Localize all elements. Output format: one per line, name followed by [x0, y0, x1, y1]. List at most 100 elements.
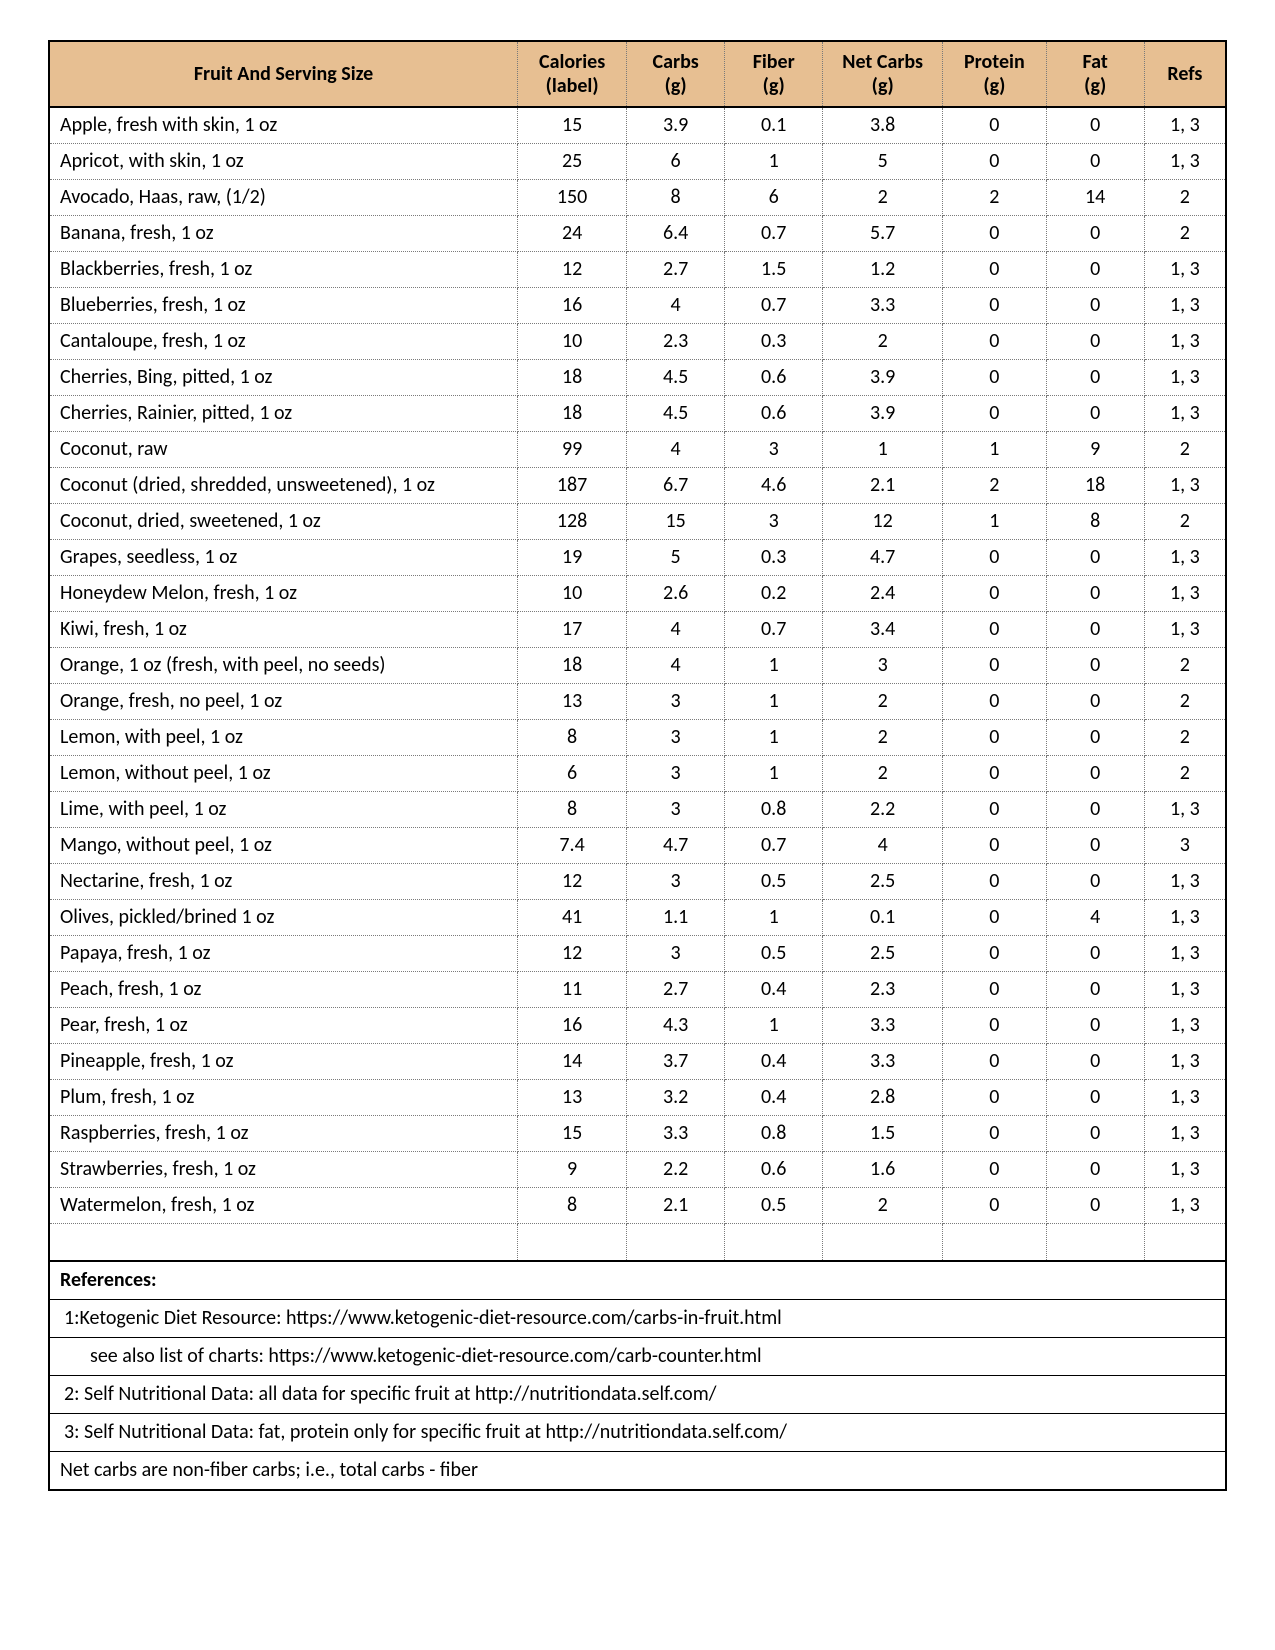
cell-fiber: 0.4	[725, 1080, 823, 1116]
cell-protein: 0	[943, 900, 1047, 936]
cell-netcarbs: 1.2	[823, 252, 943, 288]
cell-protein: 0	[943, 864, 1047, 900]
cell-name: Plum, fresh, 1 oz	[49, 1080, 518, 1116]
cell-fat: 0	[1046, 1044, 1144, 1080]
cell-fiber: 1.5	[725, 252, 823, 288]
cell-refs: 1, 3	[1144, 324, 1226, 360]
table-row: Mango, without peel, 1 oz7.44.70.74003	[49, 828, 1226, 864]
cell-refs: 1, 3	[1144, 1080, 1226, 1116]
cell-calories: 9	[518, 1152, 627, 1188]
cell-name: Papaya, fresh, 1 oz	[49, 936, 518, 972]
table-row: Coconut, dried, sweetened, 1 oz128153121…	[49, 504, 1226, 540]
cell-carbs: 4	[627, 432, 725, 468]
cell-protein: 1	[943, 432, 1047, 468]
cell-carbs: 6	[627, 144, 725, 180]
cell-name: Mango, without peel, 1 oz	[49, 828, 518, 864]
col-header-protein-line1: Protein	[964, 50, 1025, 74]
cell-protein: 0	[943, 720, 1047, 756]
cell-netcarbs: 2.5	[823, 936, 943, 972]
cell-fiber: 1	[725, 648, 823, 684]
cell-carbs: 2.2	[627, 1152, 725, 1188]
cell-fat: 0	[1046, 324, 1144, 360]
reference-line: 1:Ketogenic Diet Resource: https://www.k…	[49, 1300, 1226, 1338]
cell-carbs: 5	[627, 540, 725, 576]
cell-fiber: 0.6	[725, 1152, 823, 1188]
cell-fiber: 0.8	[725, 792, 823, 828]
cell-name: Orange, 1 oz (fresh, with peel, no seeds…	[49, 648, 518, 684]
cell-netcarbs: 5.7	[823, 216, 943, 252]
cell-fiber: 0.2	[725, 576, 823, 612]
cell-fiber: 0.5	[725, 1188, 823, 1224]
table-row: Blueberries, fresh, 1 oz1640.73.3001, 3	[49, 288, 1226, 324]
cell-protein: 0	[943, 1152, 1047, 1188]
table-row: Blackberries, fresh, 1 oz122.71.51.2001,…	[49, 252, 1226, 288]
cell-fiber: 0.6	[725, 360, 823, 396]
cell-calories: 15	[518, 107, 627, 144]
cell-netcarbs: 2	[823, 1188, 943, 1224]
cell-protein: 0	[943, 144, 1047, 180]
table-row: Orange, fresh, no peel, 1 oz13312002	[49, 684, 1226, 720]
col-header-refs-line1: Refs	[1167, 62, 1202, 86]
cell-netcarbs: 2.4	[823, 576, 943, 612]
cell-carbs: 1.1	[627, 900, 725, 936]
cell-fat: 0	[1046, 792, 1144, 828]
cell-name: Banana, fresh, 1 oz	[49, 216, 518, 252]
cell-refs: 1, 3	[1144, 288, 1226, 324]
cell-netcarbs: 3.3	[823, 288, 943, 324]
cell-refs: 1, 3	[1144, 107, 1226, 144]
table-row: Nectarine, fresh, 1 oz1230.52.5001, 3	[49, 864, 1226, 900]
references-section: References:	[49, 1224, 1226, 1300]
table-row: Pear, fresh, 1 oz164.313.3001, 3	[49, 1008, 1226, 1044]
reference-text: 2: Self Nutritional Data: all data for s…	[49, 1376, 1226, 1414]
reference-text: 3: Self Nutritional Data: fat, protein o…	[49, 1414, 1226, 1452]
cell-netcarbs: 2	[823, 720, 943, 756]
cell-carbs: 3.3	[627, 1116, 725, 1152]
cell-fiber: 1	[725, 684, 823, 720]
table-row: Lime, with peel, 1 oz830.82.2001, 3	[49, 792, 1226, 828]
cell-carbs: 2.6	[627, 576, 725, 612]
cell-refs: 1, 3	[1144, 1152, 1226, 1188]
table-row: Peach, fresh, 1 oz112.70.42.3001, 3	[49, 972, 1226, 1008]
cell-protein: 0	[943, 792, 1047, 828]
cell-fiber: 6	[725, 180, 823, 216]
cell-carbs: 4	[627, 288, 725, 324]
cell-name: Apple, fresh with skin, 1 oz	[49, 107, 518, 144]
cell-name: Raspberries, fresh, 1 oz	[49, 1116, 518, 1152]
cell-netcarbs: 1.6	[823, 1152, 943, 1188]
cell-protein: 0	[943, 396, 1047, 432]
cell-fat: 14	[1046, 180, 1144, 216]
col-header-calories-line2: (label)	[546, 74, 599, 98]
table-row: Papaya, fresh, 1 oz1230.52.5001, 3	[49, 936, 1226, 972]
cell-protein: 0	[943, 1188, 1047, 1224]
cell-refs: 2	[1144, 756, 1226, 792]
cell-carbs: 3.7	[627, 1044, 725, 1080]
cell-refs: 1, 3	[1144, 864, 1226, 900]
col-header-fat-line2: (g)	[1084, 74, 1106, 98]
note-row: Net carbs are non-fiber carbs; i.e., tot…	[49, 1452, 1226, 1491]
cell-protein: 0	[943, 576, 1047, 612]
cell-fat: 0	[1046, 684, 1144, 720]
cell-refs: 1, 3	[1144, 1044, 1226, 1080]
cell-fat: 0	[1046, 144, 1144, 180]
cell-fat: 4	[1046, 900, 1144, 936]
table-row: Banana, fresh, 1 oz246.40.75.7002	[49, 216, 1226, 252]
cell-name: Pineapple, fresh, 1 oz	[49, 1044, 518, 1080]
cell-fiber: 3	[725, 432, 823, 468]
cell-fat: 0	[1046, 576, 1144, 612]
col-header-fiber-line1: Fiber	[753, 50, 795, 74]
nutrition-table: Fruit And Serving SizeCalories(label)Car…	[48, 40, 1227, 1491]
cell-protein: 0	[943, 540, 1047, 576]
cell-fat: 0	[1046, 107, 1144, 144]
col-header-fat-line1: Fat	[1083, 50, 1108, 74]
cell-fat: 8	[1046, 504, 1144, 540]
cell-name: Nectarine, fresh, 1 oz	[49, 864, 518, 900]
cell-carbs: 4	[627, 612, 725, 648]
cell-fat: 0	[1046, 828, 1144, 864]
cell-netcarbs: 0.1	[823, 900, 943, 936]
table-body: Apple, fresh with skin, 1 oz153.90.13.80…	[49, 107, 1226, 1224]
cell-refs: 1, 3	[1144, 612, 1226, 648]
cell-fat: 0	[1046, 1188, 1144, 1224]
cell-netcarbs: 2	[823, 684, 943, 720]
cell-calories: 13	[518, 1080, 627, 1116]
cell-name: Cherries, Bing, pitted, 1 oz	[49, 360, 518, 396]
